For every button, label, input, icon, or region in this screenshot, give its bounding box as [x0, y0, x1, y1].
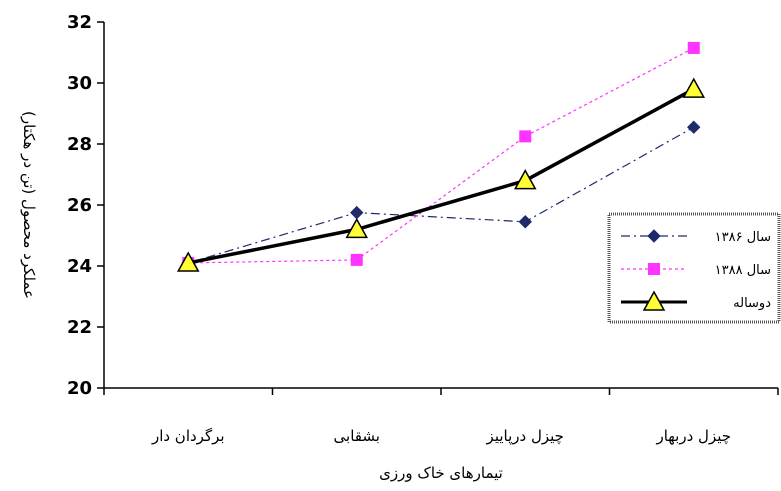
- x-tick-label: چیزل دربهار: [655, 427, 731, 445]
- series-line: [187, 87, 695, 265]
- x-tick-label: بشقابی: [334, 427, 380, 445]
- legend-marker: [647, 229, 661, 243]
- series-group: [181, 120, 701, 270]
- y-tick-label: 24: [67, 256, 92, 277]
- y-tick-label: 26: [67, 195, 92, 216]
- legend-box: [607, 212, 781, 324]
- y-tick-label: 30: [67, 73, 92, 94]
- data-point: [519, 130, 532, 143]
- data-point: [687, 41, 700, 54]
- y-tick-label: 22: [67, 317, 92, 338]
- y-tick-label: 28: [67, 134, 92, 155]
- data-point: [682, 77, 706, 98]
- series-group: [176, 77, 706, 272]
- y-ticks: 20 22 24 26 28 30 32: [67, 12, 104, 399]
- legend: سال ۱۳۸۶ سال ۱۳۸۸ دوساله: [607, 212, 781, 324]
- data-point: [687, 120, 701, 134]
- x-tick-label: چیزل درپاییز: [486, 427, 564, 446]
- series-layer: [176, 41, 706, 272]
- y-tick-label: 32: [67, 12, 92, 33]
- x-axis-title: تیمارهای خاک ورزی: [379, 464, 503, 482]
- legend-marker: [642, 290, 666, 311]
- data-point: [513, 169, 537, 190]
- x-tick-label: برگردان دار: [151, 427, 225, 445]
- y-axis-title: عملکرد محصول (تن در هکتار): [20, 111, 38, 299]
- series-line: [188, 47, 695, 264]
- data-point: [350, 253, 363, 266]
- data-point: [345, 217, 369, 239]
- series-line: [188, 126, 695, 264]
- y-tick-label: 20: [67, 378, 92, 399]
- x-ticks: برگردان دار بشقابی چیزل درپاییز چیزل دربهار: [103, 388, 779, 446]
- legend-label: سال ۱۳۸۶: [715, 230, 771, 245]
- legend-label: سال ۱۳۸۸: [715, 263, 771, 278]
- legend-marker: [648, 263, 660, 275]
- legend-label: دوساله: [733, 296, 771, 311]
- data-point: [518, 215, 532, 229]
- data-point: [176, 251, 200, 272]
- data-point: [350, 205, 364, 220]
